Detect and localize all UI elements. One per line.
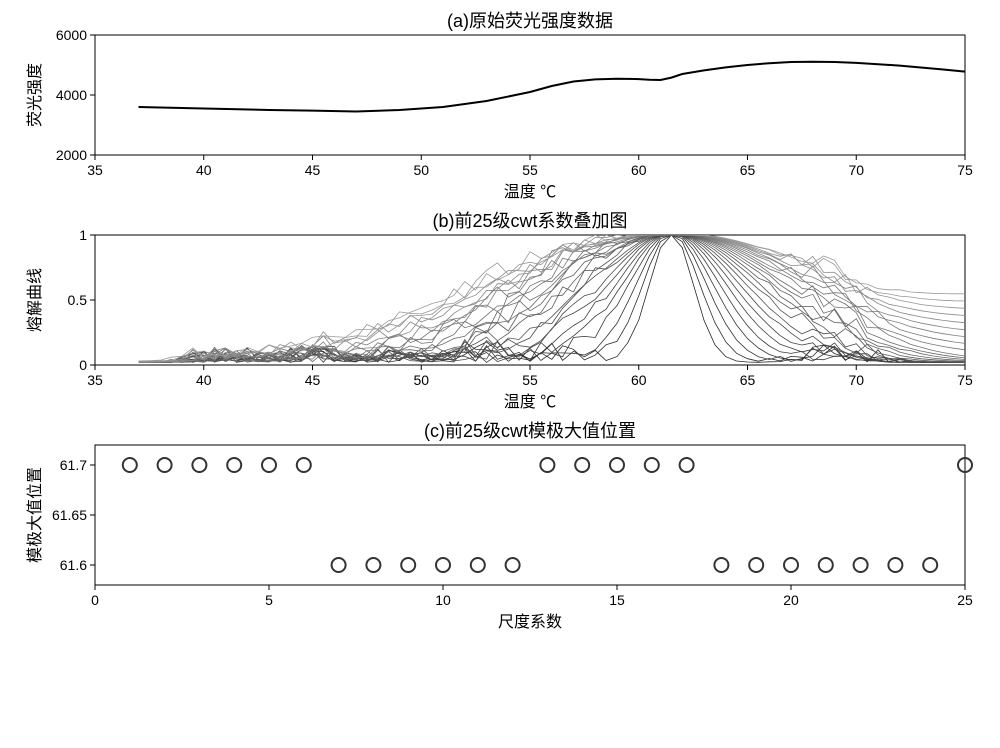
svg-text:2000: 2000 [56,147,87,163]
svg-text:70: 70 [848,372,864,388]
svg-text:0: 0 [79,357,87,373]
svg-text:50: 50 [413,162,429,178]
chart-c: 0 5 10 15 20 25 61.6 61.65 61.7 (c)前25级cwt模极大值位置尺… [10,420,990,640]
svg-text:10: 10 [435,592,451,608]
svg-text:15: 15 [609,592,625,608]
svg-text:0.5: 0.5 [68,292,88,308]
chart-b: 35 40 45 50 55 60 65 70 75 0 0.5 1 (b)前25级cwt系数叠加图温度… [10,210,990,420]
svg-text:4000: 4000 [56,87,87,103]
svg-text:35: 35 [87,162,103,178]
svg-text:70: 70 [848,162,864,178]
svg-text:0: 0 [91,592,99,608]
chart-a: 35 40 45 50 55 60 65 70 75 2000 4000 6000 (a)原始荧光强度数… [10,10,990,210]
svg-text:65: 65 [740,162,756,178]
svg-text:25: 25 [957,592,973,608]
svg-text:75: 75 [957,162,973,178]
svg-text:6000: 6000 [56,27,87,43]
chart-title: (c)前25级cwt模极大值位置 [424,421,636,441]
svg-text:20: 20 [783,592,799,608]
y-axis-label: 模极大值位置 [26,467,44,563]
svg-text:5: 5 [265,592,273,608]
y-axis-label: 熔解曲线 [26,268,44,332]
svg-text:1: 1 [79,227,87,243]
x-axis-label: 温度 ℃ [504,183,556,201]
svg-text:40: 40 [196,372,212,388]
svg-text:55: 55 [522,372,538,388]
chart-title: (b)前25级cwt系数叠加图 [432,211,627,231]
svg-text:65: 65 [740,372,756,388]
svg-text:40: 40 [196,162,212,178]
svg-text:45: 45 [305,372,321,388]
svg-text:35: 35 [87,372,103,388]
x-axis-label: 温度 ℃ [504,393,556,411]
svg-text:60: 60 [631,162,647,178]
x-axis-label: 尺度系数 [498,613,562,631]
svg-text:60: 60 [631,372,647,388]
svg-text:50: 50 [413,372,429,388]
svg-text:61.7: 61.7 [60,457,87,473]
svg-text:75: 75 [957,372,973,388]
chart-title: (a)原始荧光强度数据 [447,11,613,31]
svg-text:45: 45 [305,162,321,178]
chart-container: 354045505560657075200040006000(a)原始荧光强度数… [10,10,990,640]
y-axis-label: 荧光强度 [26,63,44,127]
svg-text:55: 55 [522,162,538,178]
svg-text:61.6: 61.6 [60,557,87,573]
svg-text:61.65: 61.65 [52,507,87,523]
